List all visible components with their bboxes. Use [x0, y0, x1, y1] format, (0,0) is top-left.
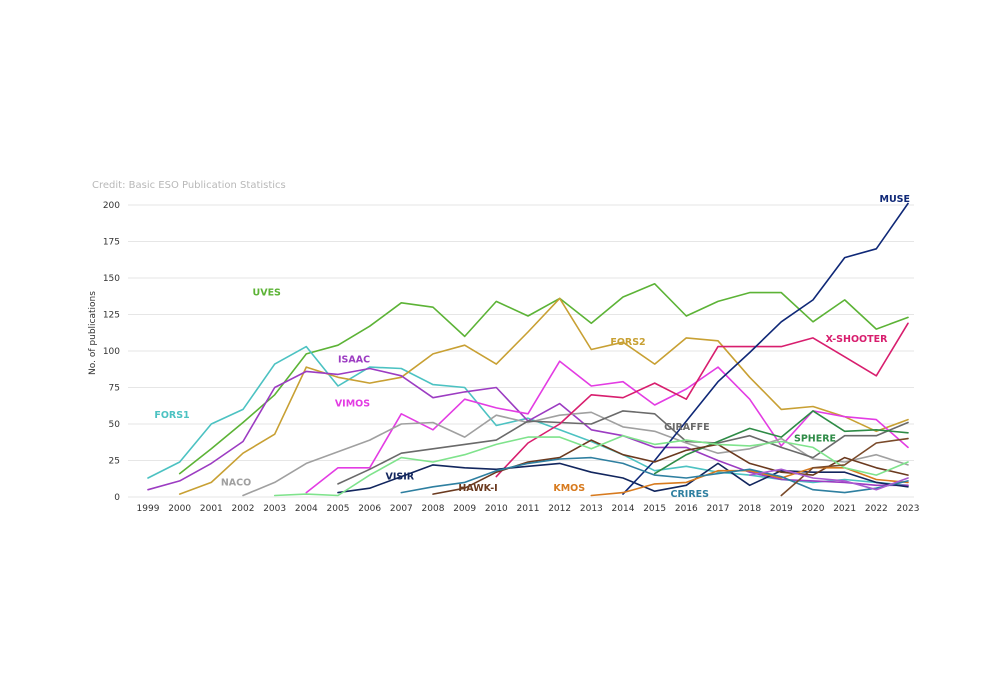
series-line-muse — [622, 202, 909, 495]
series-label-crires: CRIRES — [671, 489, 710, 500]
x-tick-label: 2023 — [897, 504, 920, 514]
series-label-giraffe: GIRAFFE — [664, 422, 709, 433]
y-tick-label: 75 — [109, 384, 120, 394]
x-tick-label: 2009 — [453, 504, 476, 514]
y-tick-label: 125 — [103, 311, 120, 321]
x-tick-label: 2017 — [707, 504, 730, 514]
series-label-vimos: VIMOS — [335, 398, 370, 409]
x-tick-label: 2006 — [358, 504, 381, 514]
x-tick-label: 2014 — [612, 504, 635, 514]
x-tick-label: 2004 — [295, 504, 318, 514]
y-tick-label: 100 — [103, 347, 120, 357]
y-tick-label: 50 — [109, 420, 121, 430]
series-line-unlabeled-15 — [780, 437, 909, 497]
y-tick-label: 200 — [103, 201, 120, 211]
series-label-uves: UVES — [253, 288, 282, 299]
series-label-visir: VISIR — [386, 471, 415, 482]
series-line-crires — [400, 456, 909, 494]
series-label-kmos: KMOS — [553, 483, 585, 494]
x-tick-label: 2018 — [738, 504, 761, 514]
x-tick-label: 2021 — [833, 504, 856, 514]
x-tick-label: 2005 — [327, 504, 350, 514]
series-label-x-shooter: X-SHOOTER — [826, 334, 888, 345]
x-tick-label: 2010 — [485, 504, 508, 514]
x-tick-label: 2012 — [548, 504, 571, 514]
x-tick-label: 2022 — [865, 504, 888, 514]
series-line-fors2 — [178, 297, 909, 495]
series-label-isaac: ISAAC — [338, 355, 370, 366]
x-tick-label: 2011 — [517, 504, 540, 514]
y-axis-ticks: 0 25 50 75 100 125 150 175 200 — [103, 201, 120, 503]
x-tick-label: 2007 — [390, 504, 413, 514]
series-line-x-shooter — [495, 322, 909, 478]
series-label-sphere: SPHERE — [794, 434, 836, 445]
y-tick-label: 0 — [114, 493, 120, 503]
series-label-fors2: FORS2 — [610, 337, 645, 348]
series-label-muse: MUSE — [880, 194, 911, 205]
x-tick-label: 2000 — [168, 504, 191, 514]
x-tick-label: 2013 — [580, 504, 603, 514]
series-line-fors1 — [147, 345, 909, 487]
x-tick-label: 2019 — [770, 504, 793, 514]
series-line-unlabeled-14 — [273, 434, 909, 497]
x-tick-label: 2002 — [232, 504, 255, 514]
x-tick-label: 2001 — [200, 504, 223, 514]
series-labels: UVES FORS1 FORS2 ISAAC VIMOS NACO GIRAFFE SPHER… — [154, 194, 910, 500]
chart-credit: Credit: Basic ESO Publication Statistics — [92, 180, 286, 191]
series-line-unlabeled-16 — [748, 468, 909, 491]
series-lines — [147, 202, 909, 497]
series-line-uves — [178, 283, 909, 475]
y-tick-label: 25 — [109, 457, 120, 467]
series-line-kmos — [590, 467, 909, 497]
x-tick-label: 2003 — [263, 504, 286, 514]
series-label-fors1: FORS1 — [154, 410, 189, 421]
series-label-hawk-i: HAWK-I — [458, 483, 497, 494]
series-line-naco — [242, 411, 909, 497]
series-label-naco: NACO — [221, 477, 251, 488]
x-tick-label: 2020 — [802, 504, 825, 514]
x-tick-label: 2008 — [422, 504, 445, 514]
x-tick-label: 1999 — [137, 504, 160, 514]
y-axis-label: No. of publications — [88, 291, 98, 375]
series-line-visir — [337, 462, 909, 494]
x-tick-label: 2015 — [643, 504, 666, 514]
x-axis-ticks: 1999 2000 2001 2002 2003 2004 2005 2006 2007 2008… — [137, 504, 920, 514]
y-tick-label: 150 — [103, 274, 120, 284]
x-tick-label: 2016 — [675, 504, 698, 514]
series-line-sphere — [653, 410, 909, 475]
y-tick-label: 175 — [103, 238, 120, 248]
series-line-giraffe — [337, 410, 909, 485]
gridlines — [128, 204, 914, 498]
series-line-vimos — [305, 360, 909, 494]
